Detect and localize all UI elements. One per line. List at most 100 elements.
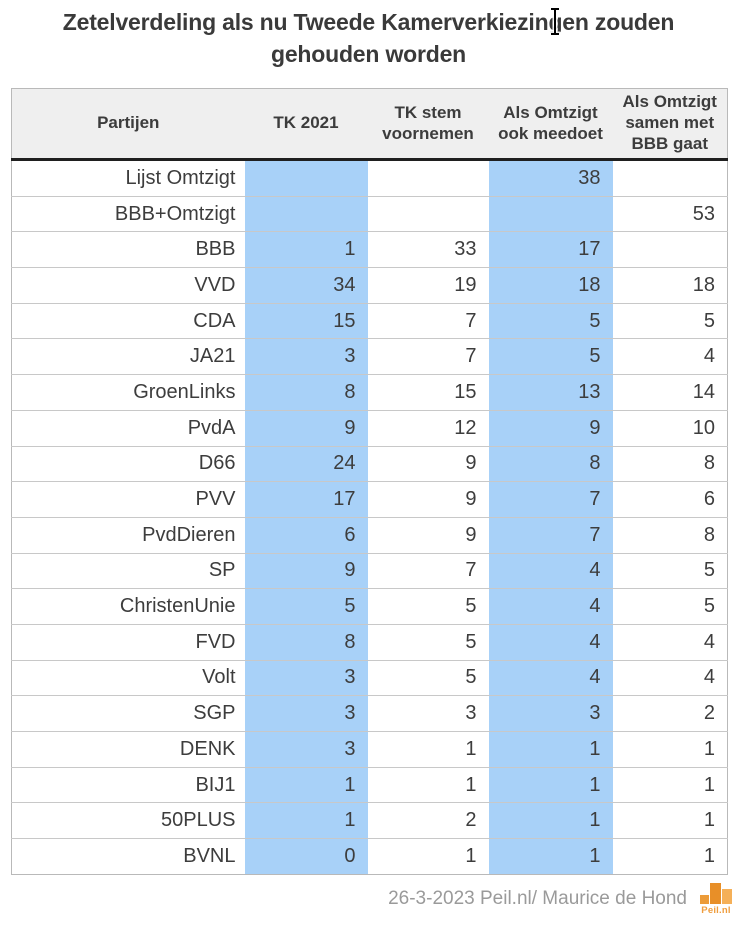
table-row: BVNL 0 1 1 1 — [11, 838, 728, 875]
value-cell: 19 — [367, 267, 489, 304]
value-cell: 15 — [244, 302, 368, 339]
page-title-text: Zetelverdeling als nu Tweede Kamerverkie… — [62, 9, 675, 67]
value-cell: 3 — [488, 695, 613, 732]
value-cell: 1 — [488, 731, 613, 768]
value-cell: 12 — [367, 409, 489, 446]
value-cell: 5 — [367, 623, 489, 661]
value-cell — [244, 159, 368, 197]
value-cell: 9 — [244, 409, 368, 446]
value-cell: 7 — [488, 516, 613, 554]
table-row: DENK 3 1 1 1 — [11, 731, 728, 768]
party-cell: D66 — [11, 445, 245, 482]
logo-wordmark: Peil.nl — [701, 905, 731, 916]
value-cell — [612, 231, 728, 268]
value-cell: 7 — [488, 481, 613, 518]
col-header-tk-stem-voornemen: TK stem voornemen — [367, 88, 489, 161]
value-cell: 8 — [612, 445, 728, 482]
value-cell: 1 — [612, 731, 728, 768]
party-cell: SGP — [11, 695, 245, 732]
value-cell: 2 — [612, 695, 728, 732]
value-cell: 5 — [612, 552, 728, 589]
party-cell: BIJ1 — [11, 766, 245, 803]
value-cell — [488, 195, 613, 232]
party-cell: VVD — [11, 267, 245, 304]
value-cell: 4 — [488, 588, 613, 625]
table-row: CDA 15 7 5 5 — [11, 302, 728, 339]
value-cell: 24 — [244, 445, 368, 482]
table-row: BBB 1 33 17 — [11, 231, 728, 268]
value-cell: 5 — [367, 659, 489, 696]
party-cell: BBB — [11, 231, 245, 268]
value-cell: 34 — [244, 267, 368, 304]
value-cell: 4 — [488, 623, 613, 661]
value-cell: 4 — [612, 338, 728, 375]
value-cell: 13 — [488, 374, 613, 411]
value-cell: 1 — [244, 802, 368, 839]
table-row: SGP 3 3 3 2 — [11, 695, 728, 732]
value-cell — [613, 160, 728, 197]
table-row: VVD 34 19 18 18 — [11, 267, 728, 304]
value-cell: 1 — [488, 838, 613, 875]
table-row: Volt 3 5 4 4 — [11, 659, 728, 696]
value-cell: 6 — [244, 516, 368, 554]
value-cell — [244, 195, 368, 232]
party-cell: Lijst Omtzigt — [125, 166, 236, 189]
party-cell: PvdDieren — [11, 516, 245, 554]
value-cell: 5 — [488, 302, 613, 339]
value-cell: 1 — [612, 802, 728, 839]
value-cell: 14 — [612, 374, 728, 411]
table-header-row: Partijen TK 2021 TK stem voornemen Als O… — [11, 88, 728, 161]
value-cell: 1 — [488, 766, 613, 803]
value-cell: 1 — [367, 766, 489, 803]
value-cell: 17 — [244, 481, 368, 518]
value-cell: 10 — [612, 409, 728, 446]
footer: 26-3-2023 Peil.nl/ Maurice de Hond Peil.… — [388, 882, 733, 916]
value-cell: 4 — [612, 623, 728, 661]
col-header-als-omtzigt-ook-meedoet: Als Omtzigt ook meedoet — [488, 88, 613, 161]
value-cell: 38 — [488, 159, 613, 197]
table-row: JA21 3 7 5 4 — [11, 338, 728, 375]
table-row: SP 9 7 4 5 — [11, 552, 728, 589]
party-cell: ChristenUnie — [11, 588, 245, 625]
table-row: ChristenUnie 5 5 4 5 — [11, 588, 728, 625]
value-cell — [368, 160, 489, 197]
value-cell: 1 — [244, 231, 368, 268]
table-row: BIJ1 1 1 1 1 — [11, 766, 728, 803]
value-cell: 9 — [488, 409, 613, 446]
value-cell: 4 — [488, 552, 613, 589]
party-cell: PVV — [11, 481, 245, 518]
value-cell: 3 — [367, 695, 489, 732]
value-cell: 1 — [488, 802, 613, 839]
value-cell: 15 — [367, 374, 489, 411]
value-cell: 9 — [367, 481, 489, 518]
party-cell: SP — [11, 552, 245, 589]
value-cell: 2 — [367, 802, 489, 839]
value-cell: 4 — [488, 659, 613, 696]
table-row: GroenLinks 8 15 13 14 — [11, 374, 728, 411]
value-cell: 5 — [244, 588, 368, 625]
value-cell: 9 — [367, 445, 489, 482]
table-body: Lijst Omtzigt 38 BBB+Omtzigt 53 BBB 1 33 17 VVD 3… — [11, 159, 728, 875]
party-cell: Volt — [11, 659, 245, 696]
value-cell: 9 — [367, 516, 489, 554]
value-cell: 3 — [244, 695, 368, 732]
table-row: BBB+Omtzigt 53 — [11, 195, 728, 232]
table-row: 50PLUS 1 2 1 1 — [11, 802, 728, 839]
credit-text: 26-3-2023 Peil.nl/ Maurice de Hond — [388, 888, 687, 909]
value-cell: 1 — [612, 766, 728, 803]
value-cell: 5 — [612, 302, 728, 339]
party-cell: PvdA — [11, 409, 245, 446]
value-cell: 53 — [612, 195, 728, 232]
col-header-partijen: Partijen — [11, 88, 245, 161]
page-title: Zetelverdeling als nu Tweede Kamerverkie… — [0, 7, 737, 70]
party-cell: CDA — [11, 302, 245, 339]
value-cell: 6 — [612, 481, 728, 518]
value-cell: 7 — [367, 302, 489, 339]
value-cell: 18 — [488, 267, 613, 304]
logo-bar-left — [700, 895, 709, 904]
value-cell: 1 — [367, 838, 489, 875]
party-cell: DENK — [11, 731, 245, 768]
value-cell: 8 — [612, 516, 728, 554]
bar-chart-icon — [699, 882, 733, 904]
logo-bar-right — [722, 889, 732, 904]
